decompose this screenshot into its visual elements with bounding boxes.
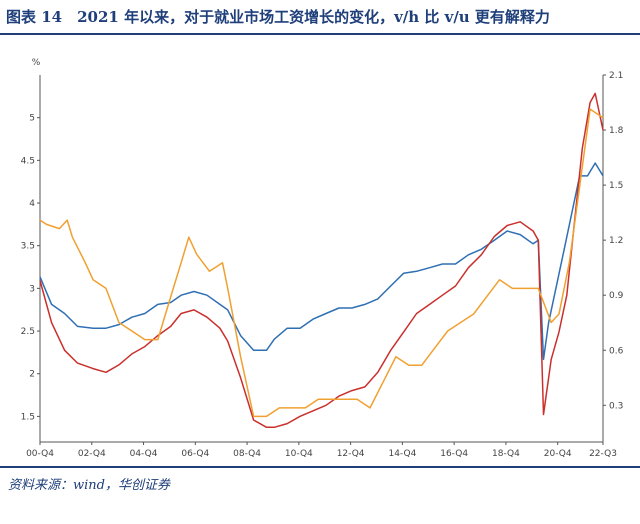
right-tick-label: 0.9: [609, 291, 624, 301]
left-tick-label: 5: [29, 114, 35, 124]
x-tick-label: 00-Q4: [26, 449, 54, 459]
left-tick-label: 1.5: [21, 412, 35, 422]
series-line-3: [39, 108, 604, 418]
right-tick-label: 0.3: [609, 401, 623, 411]
left-tick-label: 3.5: [21, 242, 35, 252]
x-tick-label: 12-Q4: [337, 449, 365, 459]
x-tick-label: 08-Q4: [233, 449, 261, 459]
series-line-1: [39, 162, 604, 361]
left-tick-label: 3: [29, 284, 35, 294]
source-divider: [0, 466, 640, 468]
x-tick-label: 10-Q4: [285, 449, 313, 459]
right-tick-label: 0.6: [609, 346, 624, 356]
left-tick-label: 2: [29, 370, 35, 380]
left-tick-label: 2.5: [21, 327, 35, 337]
right-tick-label: 1.5: [609, 181, 623, 191]
page-title: 图表 14 2021 年以来，对于就业市场工资增长的变化，v/h 比 v/u 更…: [6, 8, 550, 26]
x-tick-label: 14-Q4: [388, 449, 416, 459]
x-tick-label: 20-Q4: [544, 449, 572, 459]
left-tick-label: 4: [29, 199, 35, 209]
title-divider: [0, 33, 640, 35]
x-tick-label: 22-Q3: [589, 449, 617, 459]
right-tick-label: 1.2: [609, 236, 623, 246]
x-tick-label: 02-Q4: [78, 449, 106, 459]
x-tick-label: 16-Q4: [440, 449, 468, 459]
right-tick-label: 1.8: [609, 126, 624, 136]
x-tick-label: 06-Q4: [181, 449, 209, 459]
x-tick-label: 18-Q4: [492, 449, 520, 459]
source-text: 资料来源：wind，华创证券: [8, 478, 170, 493]
left-tick-label: 4.5: [21, 156, 35, 166]
title-bar: 图表 14 2021 年以来，对于就业市场工资增长的变化，v/h 比 v/u 更…: [0, 0, 640, 35]
chart: % 1.5 2 2.5 3 3.5 4 4.5 5 0.3 0.6 0.9 1.2 1.5 1.8 2.1 00…: [21, 58, 624, 459]
x-tick-label: 04-Q4: [130, 449, 158, 459]
left-axis-unit: %: [32, 58, 41, 68]
right-tick-label: 2.1: [609, 71, 623, 81]
series-line-2: [39, 92, 604, 429]
